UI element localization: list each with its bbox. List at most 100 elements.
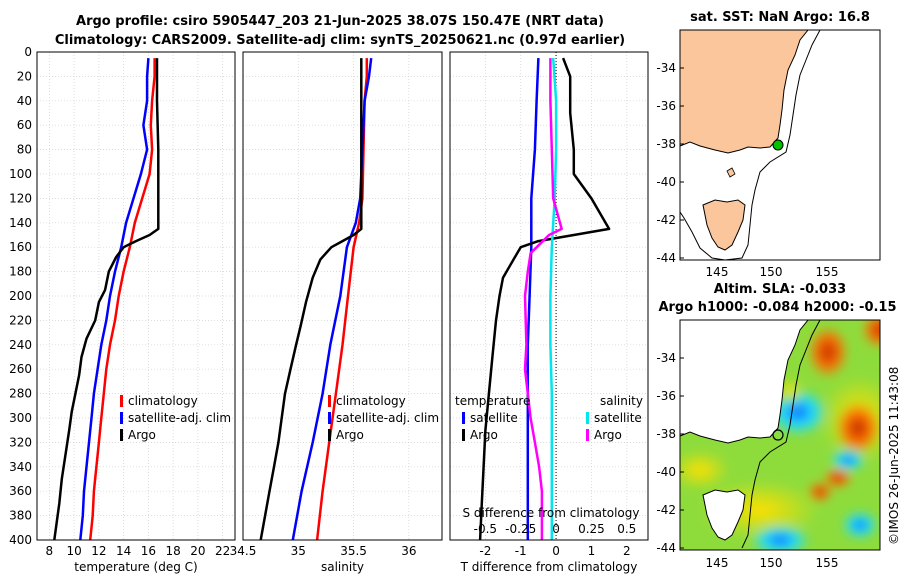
map-y-tick-label: -40 <box>656 465 676 479</box>
sla-argo-position-marker <box>772 429 784 441</box>
depth-tick-label: 320 <box>9 435 32 449</box>
sla-mainland-land <box>679 319 810 444</box>
legend-item-label: satellite <box>470 411 518 425</box>
x-tick-label: 22 <box>215 544 230 558</box>
salinity-panel: 34.5 35 35.5 36 climatology satellite-adj. cl… <box>230 51 443 574</box>
map-x-tick-label: 155 <box>816 265 839 279</box>
sst-map-title: sat. SST: NaN Argo: 16.8 <box>690 10 870 25</box>
map-y-tick-label: -34 <box>656 61 676 75</box>
top-tick-label: -0.25 <box>505 522 536 536</box>
legend-item-swatch <box>586 429 589 441</box>
axes-box <box>449 51 649 541</box>
legend-item-swatch <box>328 395 331 407</box>
x-axis-label: temperature (deg C) <box>74 560 197 574</box>
x-axis-label: salinity <box>321 560 364 574</box>
depth-tick-label: 180 <box>9 265 32 279</box>
map-y-tick-label: -40 <box>656 175 676 189</box>
depth-tick-label: 360 <box>9 484 32 498</box>
depth-tick-label: 60 <box>17 118 32 132</box>
x-tick-label: 35 <box>291 544 306 558</box>
legend-item-swatch <box>462 412 465 424</box>
legend-item-swatch <box>462 429 465 441</box>
map-y-tick-label: -42 <box>656 503 676 517</box>
top-tick-label: 0.25 <box>578 522 605 536</box>
map-y-tick-label: -36 <box>656 389 676 403</box>
sst-map-axes: 145 150 155 -34 -36 -38 -40 -42 -44 <box>656 61 838 279</box>
axes-box <box>36 51 236 541</box>
depth-tick-label: 260 <box>9 362 32 376</box>
x-tick-label: 16 <box>141 544 156 558</box>
map-y-tick-label: -44 <box>656 251 676 265</box>
legend-title-temperature: temperature <box>455 394 530 408</box>
x-tick-label: -1 <box>515 544 527 558</box>
legend-title-salinity: salinity <box>600 394 643 408</box>
top-tick-label: 0 <box>552 522 560 536</box>
map-y-tick-label: -34 <box>656 351 676 365</box>
chart-title-line-2: Climatology: CARS2009. Satellite-adj cli… <box>54 33 626 48</box>
depth-tick-label: 300 <box>9 411 32 425</box>
legend-item-swatch <box>120 429 123 441</box>
x-tick-label: 1 <box>588 544 596 558</box>
mainland-land <box>679 29 810 154</box>
argo-position-marker <box>772 139 784 151</box>
x-tick-label: 8 <box>46 544 54 558</box>
chart-title-line-1: Argo profile: csiro 5905447_203 21-Jun-2… <box>76 14 604 29</box>
depth-tick-label: 400 <box>9 533 32 547</box>
legend-item-label: satellite <box>594 411 642 425</box>
legend-item-swatch <box>328 429 331 441</box>
legend-item-label: Argo <box>470 428 498 442</box>
depth-tick-label: 40 <box>17 94 32 108</box>
x-tick-label: 20 <box>190 544 205 558</box>
depth-tick-label: 280 <box>9 387 32 401</box>
legend-item-label: Argo <box>336 428 364 442</box>
legend-item-label: satellite-adj. clim <box>336 411 439 425</box>
map-y-tick-label: -38 <box>656 137 676 151</box>
map-y-tick-label: -44 <box>656 541 676 555</box>
series-line-argo <box>259 58 363 541</box>
depth-tick-label: 220 <box>9 313 32 327</box>
legend-item-label: Argo <box>594 428 622 442</box>
map-x-tick-label: 150 <box>760 556 783 570</box>
top-axis-label: S difference from climatology <box>463 506 640 520</box>
depth-tick-label: 20 <box>17 69 32 83</box>
map-y-tick-label: -42 <box>656 213 676 227</box>
series-line-argo <box>53 58 160 541</box>
x-tick-label: 10 <box>66 544 81 558</box>
x-tick-label: 2 <box>623 544 631 558</box>
sla-map-title-1: Altim. SLA: -0.033 <box>713 282 847 297</box>
series-line-temperature-argo <box>478 57 611 541</box>
depth-tick-label: 80 <box>17 143 32 157</box>
axes-box <box>242 51 443 541</box>
legend-item-swatch <box>586 412 589 424</box>
series-line-salinity-argo <box>523 58 563 540</box>
legend-item-label: climatology <box>128 394 198 408</box>
depth-tick-label: 380 <box>9 509 32 523</box>
sst-map <box>679 29 881 261</box>
depth-tick-label: 160 <box>9 240 32 254</box>
series-line-temperature-satellite <box>526 58 540 540</box>
map-x-tick-label: 155 <box>816 556 839 570</box>
depth-tick-label: 140 <box>9 216 32 230</box>
legend-item-swatch <box>120 395 123 407</box>
x-tick-label: 14 <box>116 544 131 558</box>
map-y-tick-label: -38 <box>656 427 676 441</box>
map-x-tick-label: 145 <box>706 265 729 279</box>
tasmania-land <box>702 199 746 251</box>
x-tick-label: 18 <box>165 544 180 558</box>
legend-item-label: satellite-adj. clim <box>128 411 231 425</box>
depth-tick-label: 120 <box>9 191 32 205</box>
x-tick-label: -2 <box>479 544 491 558</box>
depth-tick-label: 200 <box>9 289 32 303</box>
x-tick-label: 0 <box>552 544 560 558</box>
map-x-tick-label: 150 <box>760 265 783 279</box>
depth-tick-label: 0 <box>24 45 32 59</box>
series-line-climatology <box>88 58 156 541</box>
x-tick-label: 36 <box>401 544 416 558</box>
sla-map-title-2: Argo h1000: -0.084 h2000: -0.15 <box>658 300 897 315</box>
x-tick-label: 35.5 <box>340 544 367 558</box>
legend-item-swatch <box>120 412 123 424</box>
series-line-salinity-satellite <box>549 58 558 540</box>
difference-panel: -2 -1 0 1 2 -0.5 -0.25 0 0.25 0.5 S difference fro… <box>449 51 649 574</box>
sla-tasmania-land <box>702 489 746 541</box>
